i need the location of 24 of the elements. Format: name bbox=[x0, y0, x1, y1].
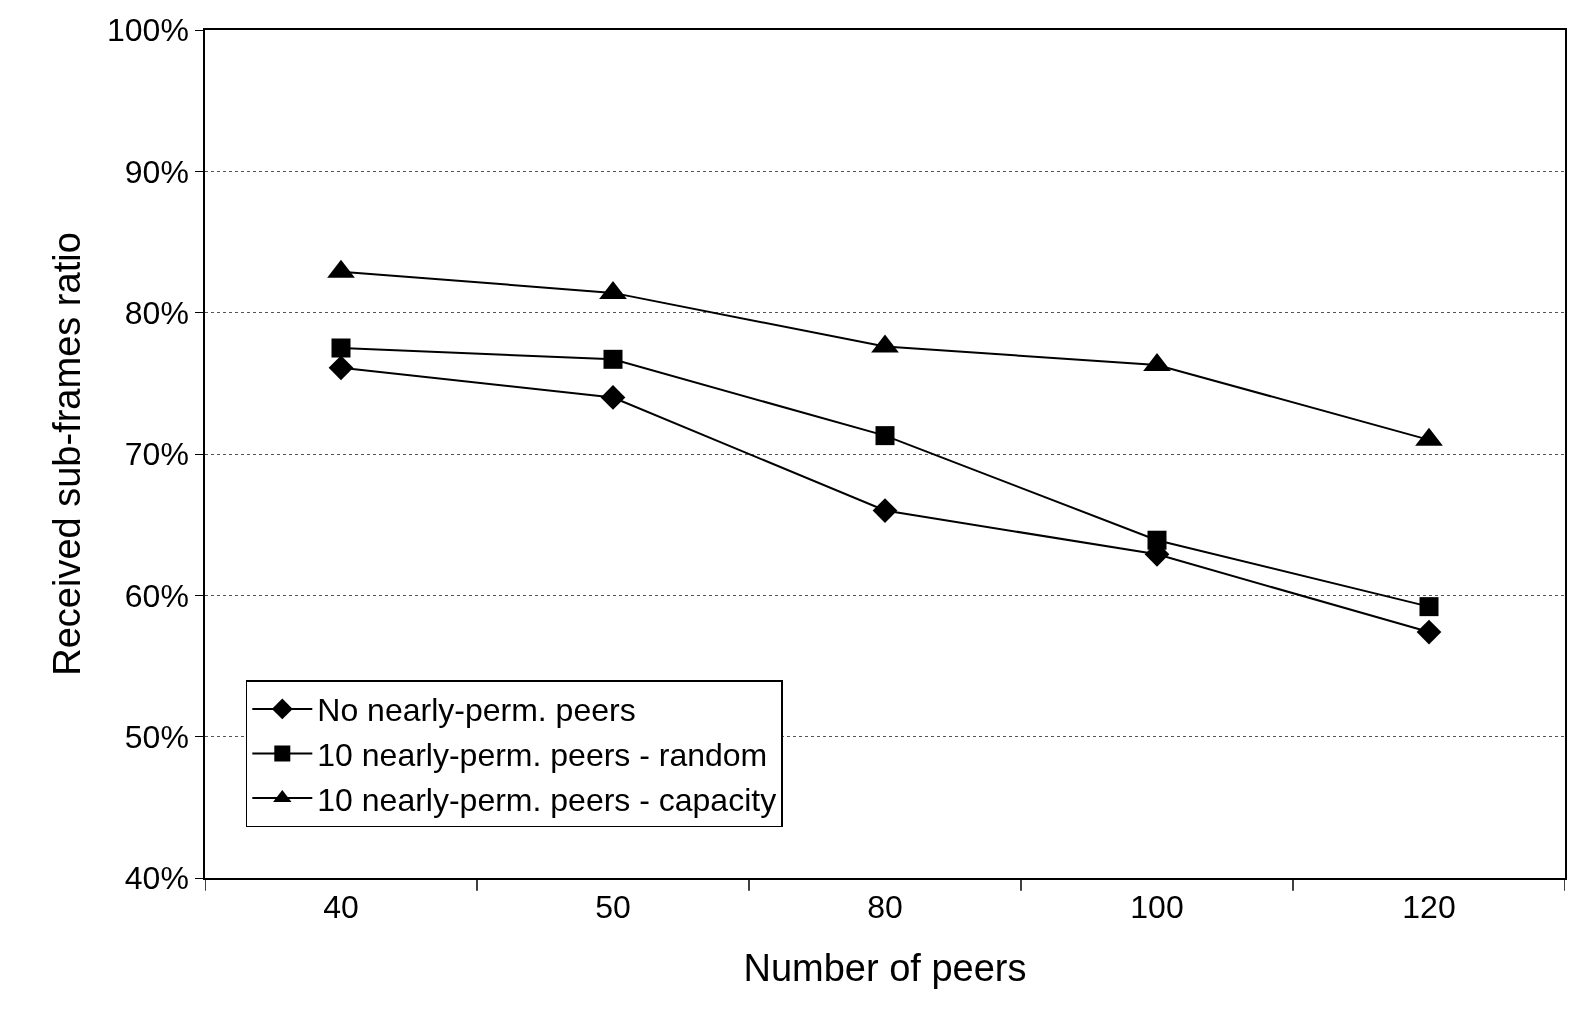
legend-label: 10 nearly-perm. peers - random bbox=[317, 737, 768, 773]
y-tick-label: 50% bbox=[124, 718, 189, 755]
point bbox=[1147, 530, 1167, 550]
point bbox=[875, 426, 895, 446]
x-tick-label: 50 bbox=[595, 889, 631, 926]
point bbox=[872, 498, 898, 523]
y-tick-label: 90% bbox=[124, 153, 189, 190]
point bbox=[600, 385, 626, 410]
x-tick-label: 40 bbox=[323, 889, 359, 926]
y-tick-label: 100% bbox=[107, 12, 189, 49]
x-axis-title: Number of peers bbox=[743, 946, 1027, 989]
point bbox=[1416, 619, 1442, 645]
point bbox=[1419, 597, 1439, 617]
y-tick-label: 70% bbox=[124, 436, 189, 473]
y-tick-label: 40% bbox=[124, 860, 189, 897]
legend-label: No nearly-perm. peers bbox=[317, 692, 636, 729]
point bbox=[603, 349, 623, 369]
legend-label: 10 nearly-perm. peers - capacity bbox=[317, 781, 777, 818]
y-tick-label: 60% bbox=[124, 577, 189, 614]
y-axis-title: Received sub-frames ratio bbox=[45, 232, 88, 676]
x-tick-label: 80 bbox=[867, 889, 903, 926]
y-tick-label: 80% bbox=[124, 294, 189, 331]
x-tick-label: 120 bbox=[1402, 889, 1456, 926]
x-tick-label: 100 bbox=[1130, 889, 1184, 926]
